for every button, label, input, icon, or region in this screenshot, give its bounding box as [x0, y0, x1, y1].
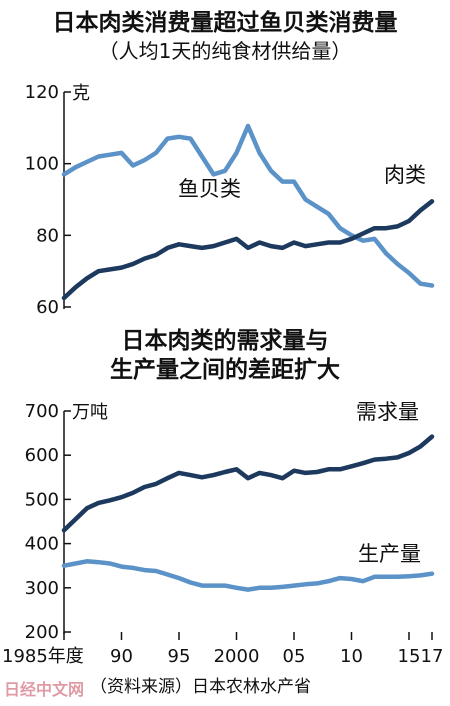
chart1-title: 日本肉类消费量超过鱼贝类消费量 — [53, 9, 398, 36]
chart1-lines — [61, 123, 435, 301]
y-tick-label: 400 — [25, 534, 59, 555]
series-line-1 — [61, 199, 435, 301]
y-tick-label: 200 — [25, 622, 59, 643]
x-tick-label: 17 — [421, 646, 444, 667]
y-tick-label: 100 — [25, 154, 59, 175]
chart2-series-label-demand: 需求量 — [356, 400, 419, 424]
chart2-title-line2: 生产量之间的差距扩大 — [110, 356, 340, 383]
chart1-series-label-seafood: 鱼贝类 — [178, 177, 241, 201]
x-tick-label: 1985年度 — [2, 646, 84, 667]
chart2-series-label-production: 生产量 — [358, 542, 421, 566]
chart2-axes: 200 300 400 500 600 700 — [25, 401, 71, 643]
y-tick-label: 120 — [25, 82, 59, 103]
chart2-x-tick-labels: 1985年度 90 95 2000 05 10 15 17 — [2, 632, 443, 667]
x-tick-label: 05 — [283, 646, 306, 667]
y-tick-label: 60 — [36, 297, 59, 318]
x-tick-label: 2000 — [214, 646, 260, 667]
series-line-0 — [61, 123, 435, 288]
series-line-0 — [61, 434, 435, 533]
x-tick-label: 95 — [168, 646, 191, 667]
y-tick-label: 300 — [25, 578, 59, 599]
chart1-axes: 60 80 100 120 — [25, 82, 71, 318]
y-tick-label: 600 — [25, 445, 59, 466]
chart2-unit-label: 万吨 — [72, 402, 108, 423]
chart1-unit-label: 克 — [72, 83, 90, 104]
x-tick-label: 90 — [110, 646, 133, 667]
watermark-logo: 日经中文网 — [4, 680, 84, 699]
x-tick-label: 10 — [340, 646, 363, 667]
chart1-subtitle: （人均1天的纯食材供给量） — [99, 39, 352, 63]
series-line-1 — [61, 559, 435, 592]
y-tick-label: 700 — [25, 401, 59, 422]
chart2-title-line1: 日本肉类的需求量与 — [122, 327, 329, 354]
chart2-lines — [61, 434, 435, 592]
y-tick-label: 500 — [25, 489, 59, 510]
x-tick-label: 15 — [398, 646, 421, 667]
source-note: （资料来源）日本农林水产省 — [90, 677, 311, 697]
y-tick-label: 80 — [36, 225, 59, 246]
chart1-series-label-meat: 肉类 — [384, 163, 426, 187]
